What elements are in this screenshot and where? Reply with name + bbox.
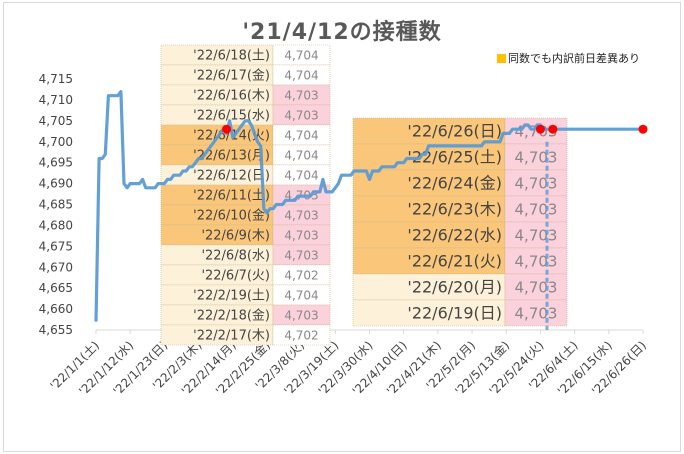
- left-value-text: 4,704: [284, 288, 318, 302]
- left-date-text: '22/2/17(木): [193, 328, 270, 343]
- left-date-text: '22/6/11(土): [193, 188, 270, 203]
- left-value-text: 4,703: [284, 248, 318, 262]
- right-value-text: 4,703: [515, 279, 558, 297]
- left-value-text: 4,704: [284, 168, 318, 182]
- left-date-text: '22/6/12(日): [193, 168, 270, 183]
- left-date-text: '22/2/19(土): [193, 288, 270, 303]
- left-date-text: '22/6/7(火): [201, 268, 270, 283]
- left-value-cell: [272, 64, 331, 86]
- left-date-text: '22/6/13(月): [193, 148, 270, 163]
- right-date-text: '22/6/23(木): [407, 200, 502, 219]
- left-value-cell: [272, 224, 331, 246]
- data-marker: [548, 124, 558, 134]
- left-date-text: '22/6/17(金): [193, 67, 270, 83]
- left-value-cell: [272, 84, 331, 106]
- y-tick-label: 4,690: [39, 177, 73, 191]
- y-tick-label: 4,715: [39, 72, 73, 86]
- left-date-text: '22/6/9(木): [201, 228, 270, 243]
- y-tick-label: 4,705: [39, 114, 73, 128]
- y-tick-label: 4,685: [39, 198, 73, 212]
- right-date-text: '22/6/19(日): [407, 304, 502, 323]
- right-date-text: '22/6/25(土): [407, 148, 502, 167]
- left-date-text: '22/6/16(木): [193, 88, 270, 103]
- left-table: '22/6/18(土) 4,704 '22/6/17(金) 4,704 '22/6/16…: [160, 44, 331, 346]
- right-date-text: '22/6/20(月): [407, 278, 502, 297]
- right-value-text: 4,703: [515, 201, 558, 219]
- y-tick-label: 4,710: [39, 93, 73, 107]
- left-value-cell: [272, 284, 331, 306]
- left-value-cell: [272, 244, 331, 266]
- right-date-cell: [352, 221, 506, 249]
- legend: 同数でも内訳前日差異あり: [497, 50, 640, 66]
- y-tick-label: 4,665: [39, 281, 73, 295]
- y-tick-label: 4,700: [39, 135, 73, 149]
- right-value-cell: [504, 273, 568, 301]
- right-value-text: 4,703: [515, 305, 558, 323]
- y-tick-label: 4,695: [39, 156, 73, 170]
- right-date-cell: [352, 247, 506, 275]
- left-value-text: 4,703: [284, 228, 318, 242]
- left-value-text: 4,702: [284, 268, 318, 282]
- y-tick-label: 4,675: [39, 239, 73, 253]
- left-date-text: '22/6/18(土): [193, 48, 270, 63]
- legend-swatch: [497, 54, 506, 63]
- data-marker: [638, 124, 648, 134]
- left-value-cell: [272, 124, 331, 146]
- right-value-text: 4,703: [515, 123, 558, 141]
- right-date-text: '22/6/22(水): [407, 226, 502, 245]
- left-value-text: 4,703: [284, 308, 318, 322]
- left-value-text: 4,704: [284, 128, 318, 142]
- left-value-cell: [272, 304, 331, 326]
- left-value-text: 4,704: [284, 68, 318, 82]
- right-value-cell: [504, 299, 568, 327]
- right-table: '22/6/26(日) 4,703 '22/6/25(土) 4,703 '22/6/24…: [352, 117, 568, 327]
- left-value-text: 4,704: [284, 48, 318, 62]
- left-value-text: 4,702: [284, 328, 318, 342]
- chart-frame: [3, 2, 681, 452]
- y-tick-label: 4,670: [39, 260, 73, 274]
- left-value-text: 4,703: [284, 88, 318, 102]
- left-value-cell: [272, 324, 331, 346]
- right-value-text: 4,703: [515, 175, 558, 193]
- left-date-text: '22/6/15(水): [193, 108, 270, 123]
- y-tick-label: 4,680: [39, 218, 73, 232]
- chart-title: '21/4/12の接種数: [242, 20, 442, 45]
- data-marker: [222, 124, 232, 134]
- left-value-cell: [272, 144, 331, 166]
- data-marker: [535, 124, 545, 134]
- left-date-text: '22/2/18(金): [193, 307, 270, 323]
- left-value-text: 4,703: [284, 208, 318, 222]
- left-value-cell: [272, 164, 331, 186]
- right-value-text: 4,703: [515, 149, 558, 167]
- right-date-text: '22/6/26(日): [407, 122, 502, 141]
- right-date-text: '22/6/24(金): [407, 174, 502, 193]
- y-tick-label: 4,655: [39, 323, 73, 337]
- legend-label: 同数でも内訳前日差異あり: [508, 52, 640, 65]
- left-value-cell: [272, 204, 331, 226]
- left-value-cell: [272, 44, 331, 66]
- left-value-cell: [272, 264, 331, 286]
- left-date-text: '22/6/8(水): [201, 248, 270, 263]
- right-date-cell: [352, 169, 506, 197]
- right-value-cell: [504, 143, 568, 171]
- left-date-text: '22/6/10(金): [193, 207, 270, 223]
- left-value-text: 4,704: [284, 148, 318, 162]
- y-tick-label: 4,660: [39, 302, 73, 316]
- right-value-text: 4,703: [515, 253, 558, 271]
- left-value-text: 4,703: [284, 108, 318, 122]
- left-value-cell: [272, 104, 331, 126]
- right-value-text: 4,703: [515, 227, 558, 245]
- right-value-cell: [504, 169, 568, 197]
- right-date-text: '22/6/21(火): [407, 252, 502, 271]
